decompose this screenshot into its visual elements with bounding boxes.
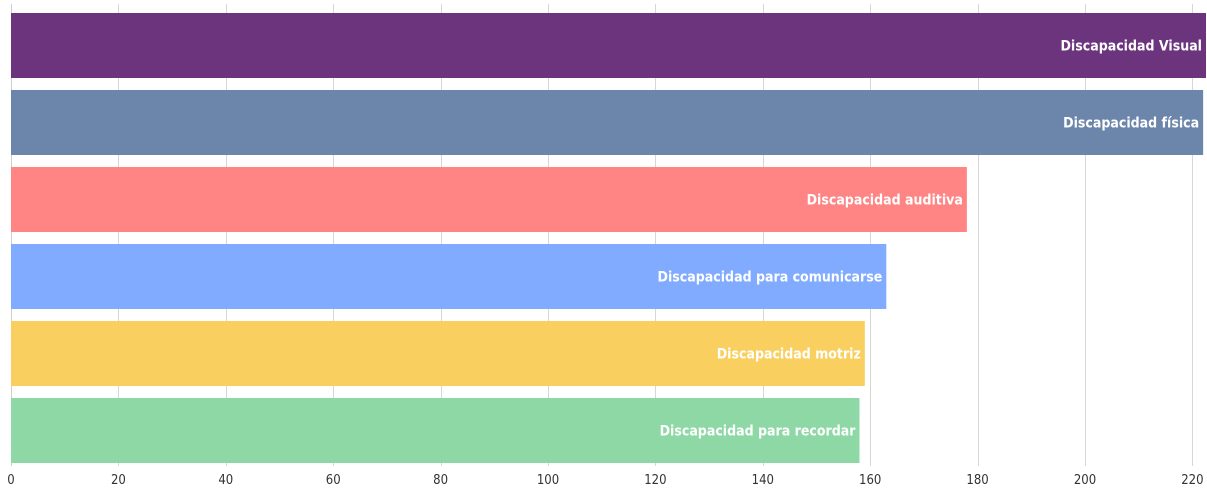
x-tick-label: 120: [644, 473, 666, 488]
x-tick-label: 140: [752, 473, 774, 488]
bar[interactable]: [11, 321, 865, 386]
x-tick-label: 200: [1074, 473, 1096, 488]
x-tick-label: 60: [326, 473, 341, 488]
bar[interactable]: [11, 167, 967, 232]
bar[interactable]: [11, 13, 1206, 78]
bar[interactable]: [11, 90, 1204, 155]
x-tick-label: 80: [433, 473, 448, 488]
bar-label: Discapacidad para recordar: [660, 424, 857, 440]
x-tick-label: 100: [537, 473, 559, 488]
bar-label: Discapacidad motriz: [717, 347, 861, 363]
x-axis: 0 20 40 60 80 100 120 140 160 180 200 220: [7, 473, 1203, 488]
x-tick-label: 20: [111, 473, 126, 488]
gridlines: [11, 4, 1193, 466]
bar-label: Discapacidad para comunicarse: [658, 270, 883, 286]
x-tick-label: 0: [7, 473, 14, 488]
bar[interactable]: [11, 398, 860, 463]
bar-label: Discapacidad auditiva: [807, 193, 963, 209]
bar-label: Discapacidad física: [1063, 116, 1199, 132]
x-tick-label: 180: [966, 473, 988, 488]
bar-labels: Discapacidad Visual Discapacidad física Di…: [658, 39, 1202, 440]
x-tick-label: 160: [859, 473, 881, 488]
x-tick-label: 220: [1181, 473, 1203, 488]
bar-label: Discapacidad Visual: [1060, 39, 1202, 55]
bar[interactable]: [11, 244, 887, 309]
bars: [11, 13, 1206, 463]
x-tick-label: 40: [218, 473, 233, 488]
